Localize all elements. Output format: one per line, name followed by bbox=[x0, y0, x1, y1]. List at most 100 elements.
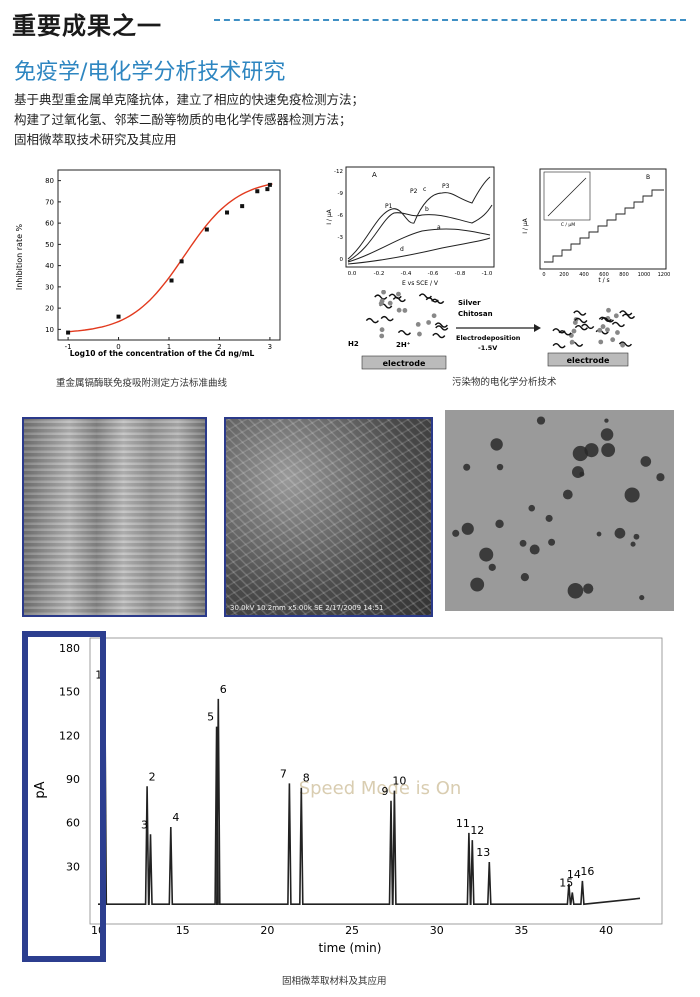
pore bbox=[519, 539, 527, 547]
silver-label: Silver bbox=[458, 299, 481, 307]
chrom-peak-label: 13 bbox=[476, 846, 490, 859]
cv-ylabel: I / μA bbox=[326, 208, 333, 224]
pore bbox=[639, 594, 645, 601]
right-scheme-particle bbox=[597, 327, 603, 333]
chrom-ytick-label: 60 bbox=[66, 817, 80, 830]
sem-image-pores bbox=[445, 410, 674, 611]
pore bbox=[452, 529, 460, 537]
chrom-watermark: Speed Mode is On bbox=[299, 778, 462, 799]
description-line-3: 固相微萃取技术研究及其应用 bbox=[14, 132, 177, 147]
chrom-peak-label: 12 bbox=[470, 824, 484, 837]
pore bbox=[633, 533, 640, 540]
cv-ytick-label: 0 bbox=[340, 257, 344, 263]
chrom-peak-label: 7 bbox=[280, 767, 287, 780]
left-scheme-particle bbox=[402, 308, 408, 313]
chrom-xtick-label: 20 bbox=[260, 924, 274, 937]
inhibition-plot-frame bbox=[57, 169, 281, 341]
chitosan-label: Chitosan bbox=[458, 310, 493, 318]
inhibition-point bbox=[116, 314, 121, 319]
cv-chart: A 0.0 -0.2 -0.4 -0.6 -0.8 -1.0 -12-9-6-30 P1 … bbox=[326, 166, 495, 287]
left-electrode-bar bbox=[361, 355, 447, 370]
amp-step-curve bbox=[544, 189, 664, 263]
right-scheme-chain bbox=[621, 313, 636, 320]
cv-curve-label-c: c bbox=[423, 186, 426, 193]
pore bbox=[470, 577, 485, 592]
h2-label: H2 bbox=[348, 340, 359, 348]
amp-inset-fit bbox=[547, 177, 587, 217]
right-scheme-chain bbox=[573, 310, 587, 316]
left-scheme-particle bbox=[379, 327, 385, 333]
right-scheme-chain bbox=[581, 323, 595, 330]
right-scheme-particle bbox=[613, 313, 619, 319]
chrom-peak-label: 6 bbox=[220, 683, 227, 696]
pore bbox=[479, 547, 494, 562]
left-scheme-particle bbox=[379, 298, 385, 304]
inhibition-point bbox=[169, 278, 174, 283]
section-title: 免疫学/电化学分析技术研究 bbox=[14, 60, 286, 85]
left-scheme-chain bbox=[365, 317, 379, 324]
pore bbox=[536, 416, 546, 425]
left-scheme-chain bbox=[432, 332, 446, 339]
chrom-peak-label: 14 bbox=[567, 868, 581, 881]
cv-ytick-label: -3 bbox=[338, 235, 344, 241]
chromatogram-caption: 固相微萃取材料及其应用 bbox=[282, 976, 387, 987]
pore bbox=[600, 428, 614, 441]
description-line-2: 构建了过氧化氢、邻苯二酚等物质的电化学传感器检测方法； bbox=[14, 112, 352, 127]
left-scheme-chain bbox=[435, 325, 449, 331]
cv-ytick-label: -12 bbox=[334, 169, 343, 175]
left-scheme-chain bbox=[380, 315, 394, 322]
chrom-ytick-label: 120 bbox=[59, 729, 80, 742]
chrom-peak-label: 8 bbox=[303, 772, 310, 785]
inhibition-ylabel: Inhibition rate % bbox=[15, 223, 24, 290]
right-scheme-chain bbox=[574, 324, 588, 331]
inhibition-ytick-label: 50 bbox=[45, 241, 54, 249]
cv-xtick-label: -0.2 bbox=[374, 271, 385, 277]
left-scheme-chain bbox=[397, 329, 412, 336]
process-arrowhead bbox=[534, 324, 541, 332]
cv-curve-label-a: a bbox=[437, 224, 441, 231]
inhibition-caption: 重金属镉酶联免疫吸附测定方法标准曲线 bbox=[56, 378, 228, 389]
cv-xlabel: E vs SCE / V bbox=[402, 280, 439, 287]
pore bbox=[545, 514, 553, 522]
inhibition-xtick-label: 1 bbox=[167, 343, 171, 351]
right-scheme-chain bbox=[618, 341, 633, 347]
right-scheme-chain bbox=[574, 317, 588, 324]
right-scheme-particle bbox=[598, 339, 604, 345]
pore bbox=[630, 541, 636, 547]
amp-panel-label: B bbox=[646, 174, 650, 181]
right-scheme-particle bbox=[620, 342, 626, 348]
chrom-plot-frame bbox=[89, 637, 663, 925]
pore bbox=[604, 418, 609, 423]
left-scheme-particle bbox=[381, 290, 386, 295]
page-title: 重要成果之一 bbox=[12, 12, 162, 40]
left-scheme-particle bbox=[387, 300, 393, 306]
inhibition-point bbox=[240, 204, 245, 209]
amp-frame bbox=[539, 168, 667, 270]
inhibition-point bbox=[204, 227, 209, 232]
left-scheme-particle bbox=[417, 331, 422, 337]
right-scheme-particle bbox=[615, 330, 620, 335]
pore bbox=[529, 544, 540, 555]
inhibition-ytick-label: 80 bbox=[45, 177, 54, 185]
chrom-peak-label: 10 bbox=[392, 775, 406, 788]
cv-ytick-label: -9 bbox=[338, 191, 344, 197]
cv-xtick-label: -0.4 bbox=[401, 271, 412, 277]
inhibition-point bbox=[265, 187, 270, 192]
cv-peak-p3: P3 bbox=[442, 183, 450, 190]
pore bbox=[461, 522, 474, 535]
inhibition-ytick-label: 20 bbox=[45, 305, 54, 313]
chrom-ytick-label: 90 bbox=[66, 773, 80, 786]
amp-xtick-label: 600 bbox=[599, 272, 609, 278]
cv-curve-b bbox=[347, 204, 493, 262]
cv-xtick-label: -1.0 bbox=[482, 271, 493, 277]
pore bbox=[614, 527, 626, 539]
inhibition-ytick-label: 70 bbox=[45, 198, 54, 206]
pore bbox=[562, 489, 573, 500]
right-scheme-chain bbox=[558, 330, 572, 336]
chrom-xlabel: time (min) bbox=[319, 941, 382, 955]
electrochem-caption: 污染物的电化学分析技术 bbox=[452, 377, 557, 388]
pore bbox=[640, 456, 652, 467]
left-scheme-chain bbox=[434, 322, 448, 328]
right-electrode-bar bbox=[547, 352, 629, 367]
amp-xtick-label: 1000 bbox=[638, 272, 651, 278]
